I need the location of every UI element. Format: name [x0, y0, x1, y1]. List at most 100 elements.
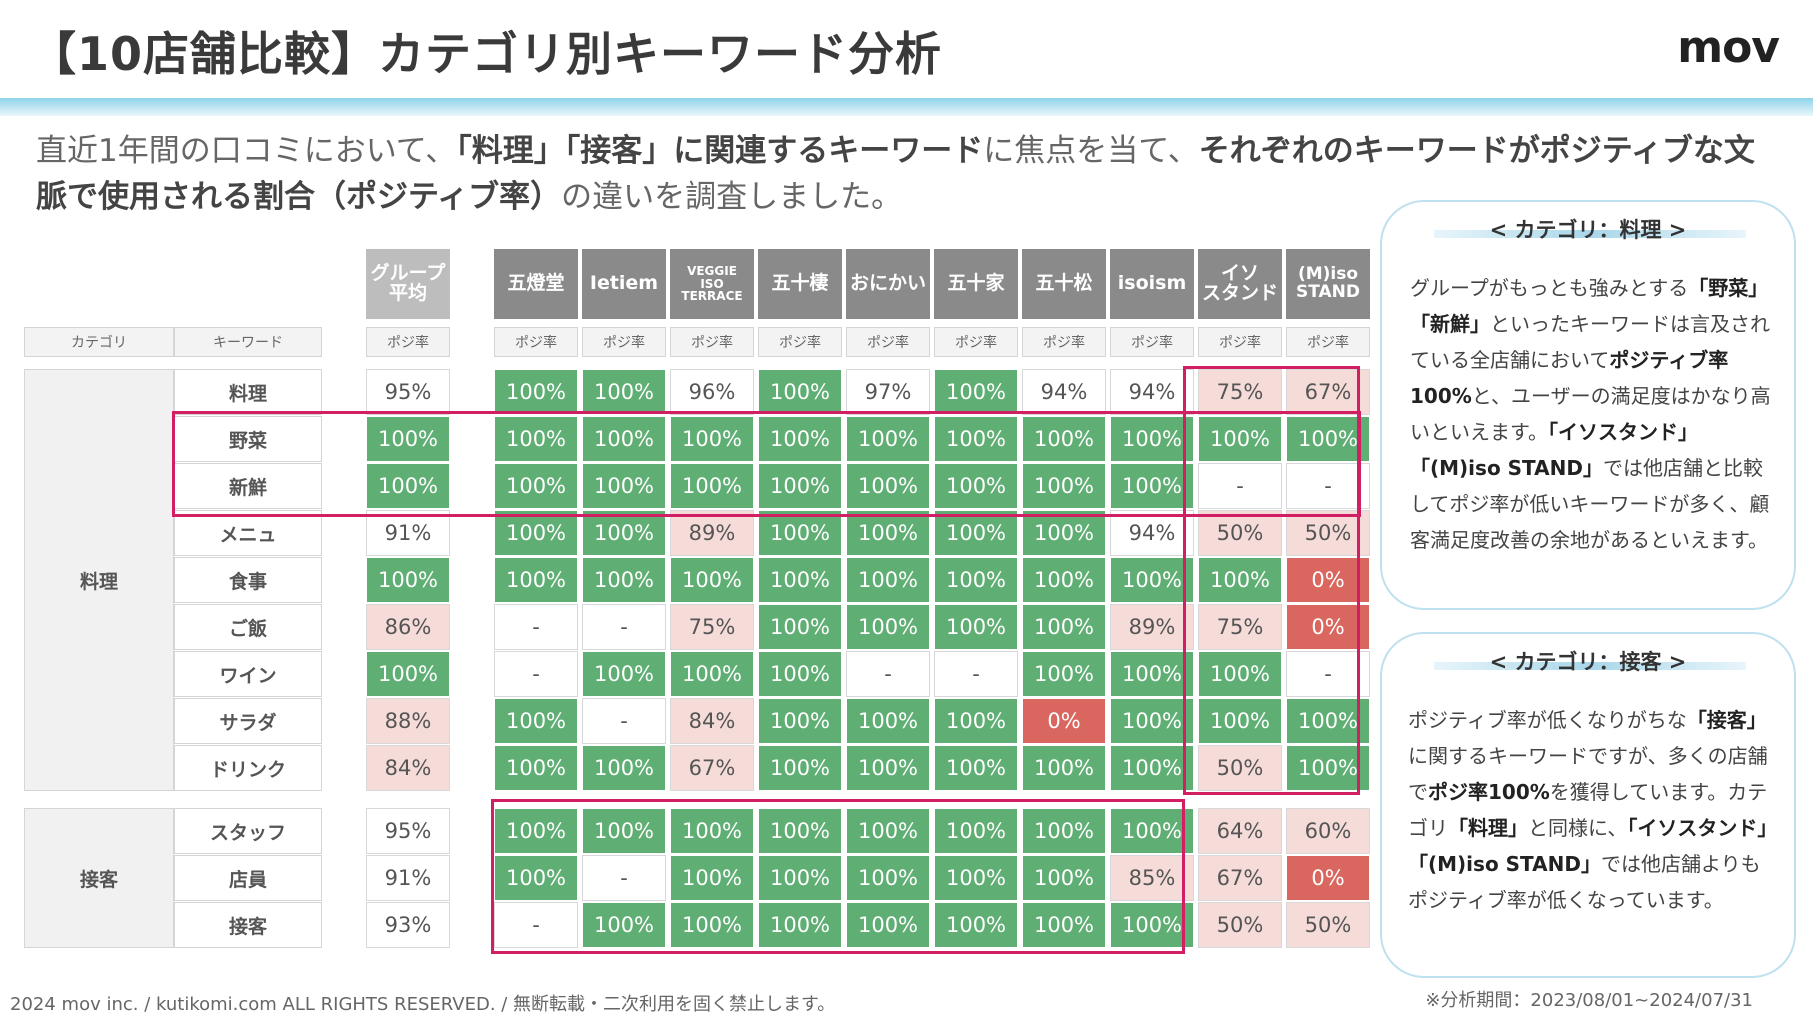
value-cell: 100%	[846, 902, 930, 948]
keyword-label: 野菜	[174, 416, 322, 462]
header-divider	[0, 98, 1813, 116]
keyword-label: 店員	[174, 855, 322, 901]
value-cell: 50%	[1286, 902, 1370, 948]
intro-emphasis: それぞれのキーワードがポジティブな文脈で使用される割合（ポジティブ率）	[36, 133, 1755, 215]
text-emphasis: ポジティブ率100%	[1410, 348, 1729, 408]
value-cell: 100%	[1110, 808, 1194, 854]
value-cell: 100%	[934, 808, 1018, 854]
keyword-label: ご飯	[174, 604, 322, 650]
value-cell: -	[494, 604, 578, 650]
value-cell: 100%	[846, 745, 930, 791]
value-cell: 0%	[1286, 557, 1370, 603]
value-cell: 100%	[494, 369, 578, 415]
keyword-label: 食事	[174, 557, 322, 603]
value-cell: 100%	[846, 604, 930, 650]
store-header: 五十棲	[758, 249, 842, 319]
value-cell: 0%	[1286, 855, 1370, 901]
value-cell: 100%	[494, 416, 578, 462]
value-cell: 100%	[1022, 855, 1106, 901]
metric-label: ポジ率	[1022, 327, 1106, 357]
value-cell: 100%	[934, 369, 1018, 415]
text-emphasis: 「イソスタンド」「(M)iso STAND」	[1410, 420, 1698, 480]
metric-label: ポジ率	[1286, 327, 1370, 357]
value-cell: 100%	[494, 463, 578, 509]
value-cell: 75%	[1198, 604, 1282, 650]
value-cell: 100%	[670, 855, 754, 901]
value-cell: -	[582, 855, 666, 901]
value-cell: 89%	[1110, 604, 1194, 650]
value-cell: 100%	[366, 463, 450, 509]
value-cell: 95%	[366, 808, 450, 854]
value-cell: 95%	[366, 369, 450, 415]
value-cell: 100%	[758, 604, 842, 650]
value-cell: 100%	[934, 698, 1018, 744]
text-part: といったキーワードは言及されている全店舗において	[1410, 312, 1770, 372]
value-cell: -	[1286, 463, 1370, 509]
value-cell: 67%	[1198, 855, 1282, 901]
title-underline	[1434, 230, 1746, 238]
value-cell: 100%	[582, 463, 666, 509]
intro-text: 直近1年間の口コミにおいて、「料理」「接客」に関連するキーワードに焦点を当て、そ…	[36, 128, 1776, 220]
metric-label: ポジ率	[934, 327, 1018, 357]
store-header: 五燈堂	[494, 249, 578, 319]
text-part: では他店舗よりもポジティブ率が低くなっています。	[1408, 852, 1761, 912]
value-cell: 100%	[670, 416, 754, 462]
text-emphasis: 「野菜」「新鮮」	[1410, 276, 1769, 336]
value-cell: 100%	[494, 698, 578, 744]
text-part: では他店舗と比較してポジ率が低いキーワードが多く、顧客満足度改善の余地があるとい…	[1410, 456, 1770, 552]
insight-box-text: ポジティブ率が低くなりがちな「接客」に関するキーワードですが、多くの店舗でポジ率…	[1408, 702, 1774, 918]
value-cell: 100%	[494, 510, 578, 556]
value-cell: 100%	[934, 604, 1018, 650]
value-cell: 100%	[758, 902, 842, 948]
value-cell: -	[1198, 463, 1282, 509]
store-header: 五十松	[1022, 249, 1106, 319]
store-header: isoism	[1110, 249, 1194, 319]
value-cell: 100%	[758, 698, 842, 744]
metric-label: ポジ率	[1110, 327, 1194, 357]
value-cell: 100%	[934, 855, 1018, 901]
text-part: に関するキーワードですが、多くの店舗で	[1408, 744, 1768, 804]
value-cell: 100%	[1022, 808, 1106, 854]
value-cell: 100%	[582, 902, 666, 948]
value-cell: 100%	[582, 557, 666, 603]
value-cell: 100%	[846, 855, 930, 901]
text-part: を獲得しています。カテゴリ	[1408, 780, 1768, 840]
value-cell: 100%	[1022, 463, 1106, 509]
value-cell: 89%	[670, 510, 754, 556]
value-cell: 100%	[1022, 651, 1106, 697]
insight-box-text: グループがもっとも強みとする「野菜」「新鮮」といったキーワードは言及されている全…	[1410, 270, 1772, 558]
value-cell: 100%	[582, 510, 666, 556]
value-cell: 100%	[1022, 557, 1106, 603]
store-header: (M)iso STAND	[1286, 249, 1370, 319]
value-cell: 100%	[846, 557, 930, 603]
value-cell: 100%	[934, 902, 1018, 948]
analysis-period: ※分析期間：2023/08/01~2024/07/31	[1425, 990, 1753, 1011]
category-label: 接客	[24, 808, 174, 948]
value-cell: 100%	[366, 557, 450, 603]
value-cell: 100%	[670, 651, 754, 697]
value-cell: -	[494, 651, 578, 697]
value-cell: 100%	[1286, 698, 1370, 744]
value-cell: 100%	[582, 416, 666, 462]
value-cell: 100%	[758, 745, 842, 791]
value-cell: 100%	[846, 698, 930, 744]
metric-label: ポジ率	[846, 327, 930, 357]
value-cell: 100%	[366, 416, 450, 462]
value-cell: -	[846, 651, 930, 697]
value-cell: 67%	[1286, 369, 1370, 415]
keyword-label: ドリンク	[174, 745, 322, 791]
value-cell: 91%	[366, 510, 450, 556]
value-cell: 50%	[1198, 745, 1282, 791]
value-cell: 100%	[1110, 463, 1194, 509]
value-cell: -	[934, 651, 1018, 697]
value-cell: 100%	[1022, 416, 1106, 462]
metric-label: ポジ率	[366, 327, 450, 357]
value-cell: 100%	[846, 510, 930, 556]
value-cell: 100%	[934, 416, 1018, 462]
value-cell: 50%	[1286, 510, 1370, 556]
value-cell: 100%	[1022, 604, 1106, 650]
value-cell: 100%	[934, 463, 1018, 509]
value-cell: 100%	[1110, 416, 1194, 462]
value-cell: 91%	[366, 855, 450, 901]
value-cell: 100%	[1110, 651, 1194, 697]
